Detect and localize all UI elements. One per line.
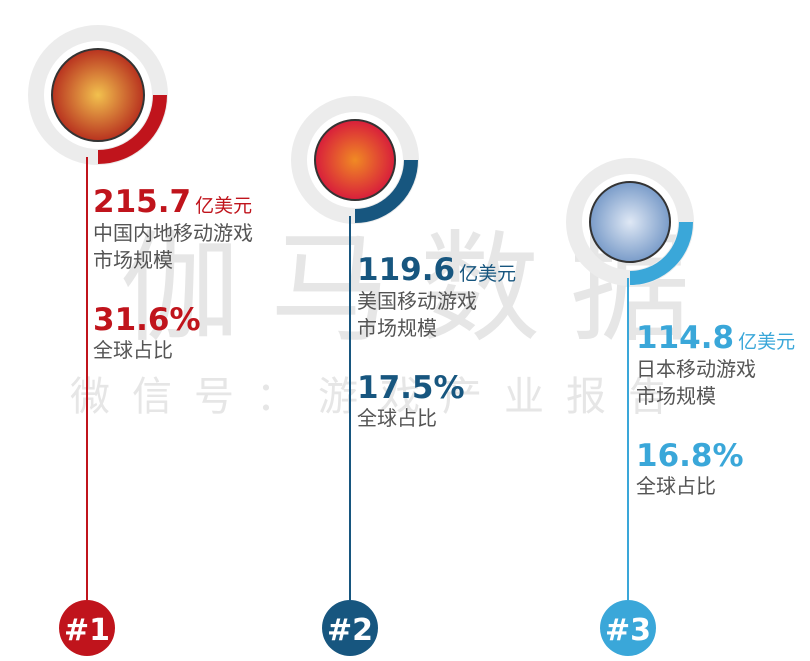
- share: 17.5%: [357, 370, 465, 406]
- app-icon: [51, 48, 145, 142]
- ring-arc: [97, 94, 167, 164]
- ring-arc: [629, 221, 693, 285]
- label-line: 市场规模: [93, 248, 173, 272]
- label-line: 市场规模: [636, 384, 716, 408]
- unit: 亿美元: [738, 331, 795, 353]
- rank: #2: [327, 613, 373, 648]
- share-label: 全球占比: [636, 474, 716, 498]
- label-line: 美国移动游戏: [357, 289, 477, 313]
- label-line: 中国内地移动游戏: [93, 221, 253, 245]
- ring-arc: [354, 159, 418, 223]
- rank-badge: [600, 600, 656, 656]
- amount: 119.6: [357, 252, 455, 288]
- share: 16.8%: [636, 438, 744, 474]
- rank-badge: [59, 600, 115, 656]
- watermark-subtitle: 微信号：游戏产业报告: [70, 374, 690, 420]
- rank: #3: [605, 613, 651, 648]
- label-line: 市场规模: [357, 316, 437, 340]
- unit: 亿美元: [459, 263, 516, 285]
- amount: 114.8: [636, 320, 734, 356]
- label-line: 日本移动游戏: [636, 357, 756, 381]
- rank: #1: [64, 613, 110, 648]
- rank-badge: [322, 600, 378, 656]
- share-label: 全球占比: [93, 338, 173, 362]
- unit: 亿美元: [195, 195, 252, 217]
- app-icon: [589, 181, 671, 263]
- share: 31.6%: [93, 302, 201, 338]
- app-icon: [314, 119, 396, 201]
- share-label: 全球占比: [357, 406, 437, 430]
- amount: 215.7: [93, 184, 191, 220]
